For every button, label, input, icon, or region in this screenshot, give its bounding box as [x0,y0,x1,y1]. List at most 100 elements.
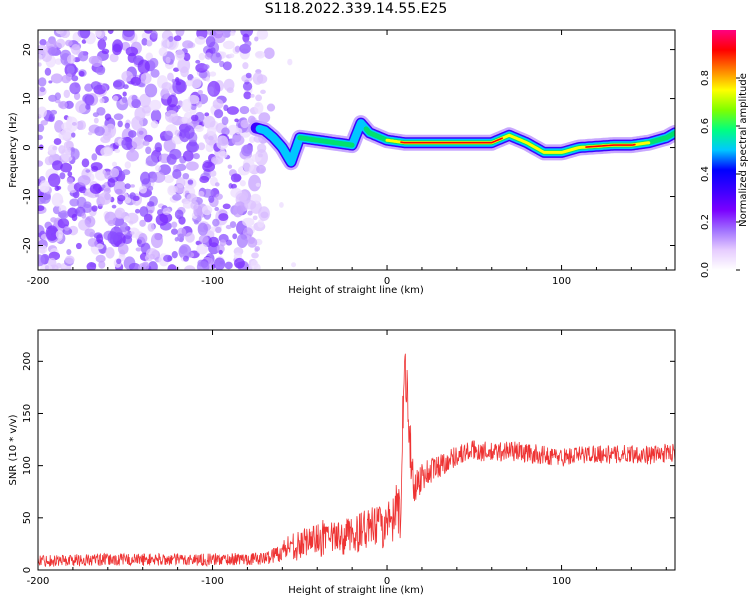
noise-blob [112,95,119,102]
noise-blob [185,79,193,87]
noise-blob [112,79,125,90]
noise-blob [142,140,150,146]
noise-blob [44,156,53,166]
noise-blob [54,120,65,133]
noise-blob [124,161,132,169]
colorbar-label: Normalized spectral amplitude [738,73,749,227]
noise-blob [214,206,220,212]
noise-blob [177,233,185,242]
noise-blob [167,94,178,108]
noise-blob [81,158,90,168]
x-tick-label: -100 [201,576,224,587]
spectrogram-noise-layer [38,30,297,270]
noise-blob [130,184,135,188]
noise-blob [185,161,199,171]
noise-blob [38,62,42,67]
noise-blob [150,120,159,129]
noise-blob [155,165,161,172]
noise-blob [204,131,218,146]
noise-blob [139,206,149,217]
noise-blob [84,215,96,228]
noise-blob [101,184,106,189]
noise-blob [44,67,52,76]
y-tick-label: 0 [22,567,33,573]
noise-blob [254,246,261,252]
noise-blob [147,185,154,191]
noise-blob [95,30,106,39]
noise-blob [185,232,195,243]
noise-blob [225,239,233,246]
noise-blob [155,213,169,226]
noise-blob [186,193,198,203]
noise-blob [190,103,197,111]
noise-blob [135,247,142,252]
noise-blob [139,219,146,227]
noise-blob [63,89,71,99]
noise-blob [218,249,223,255]
noise-blob [194,36,206,45]
noise-blob [215,193,223,200]
noise-blob [242,81,253,91]
noise-blob [137,239,142,244]
noise-blob [174,77,180,83]
spectrogram-x-label: Height of straight line (km) [288,285,424,296]
noise-blob [210,47,216,54]
noise-blob [39,39,47,46]
noise-blob [256,164,266,174]
noise-blob [75,100,88,114]
noise-blob [81,39,87,44]
noise-blob [87,237,98,247]
noise-blob [75,242,82,250]
noise-blob [287,58,293,66]
noise-blob [162,207,172,215]
noise-blob [210,30,217,37]
noise-blob [186,141,200,153]
noise-blob [234,45,241,53]
noise-blob [144,83,158,98]
noise-blob [109,168,120,178]
noise-blob [100,147,112,157]
noise-blob [87,131,93,136]
noise-blob [255,94,263,102]
noise-blob [232,205,244,218]
noise-blob [69,198,80,207]
noise-blob [196,101,203,108]
noise-blob [175,30,185,37]
noise-blob [167,264,177,270]
noise-blob [205,76,210,82]
noise-blob [228,53,235,58]
x-tick-label: 0 [384,276,390,287]
noise-blob [209,170,217,177]
noise-blob [235,127,243,135]
noise-blob [121,96,128,104]
noise-blob [48,80,53,84]
noise-blob [66,54,76,65]
noise-blob [211,263,216,270]
noise-blob [77,175,91,186]
noise-blob [84,94,95,106]
noise-blob [145,146,152,155]
noise-blob [199,175,210,184]
noise-blob [257,219,265,228]
noise-blob [89,183,102,194]
ridge-band [585,143,636,148]
noise-blob [101,48,110,55]
noise-blob [144,254,154,262]
noise-blob [141,38,148,46]
noise-blob [254,36,259,42]
noise-blob [178,244,192,260]
noise-blob [175,81,182,86]
noise-blob [177,57,191,74]
noise-blob [96,234,104,244]
noise-blob [171,78,177,84]
noise-blob [104,211,117,225]
noise-blob [231,134,245,146]
noise-blob [204,112,210,117]
noise-blob [143,134,153,143]
noise-blob [40,119,48,126]
noise-blob [256,30,269,40]
noise-blob [97,38,107,50]
noise-blob [54,185,60,191]
